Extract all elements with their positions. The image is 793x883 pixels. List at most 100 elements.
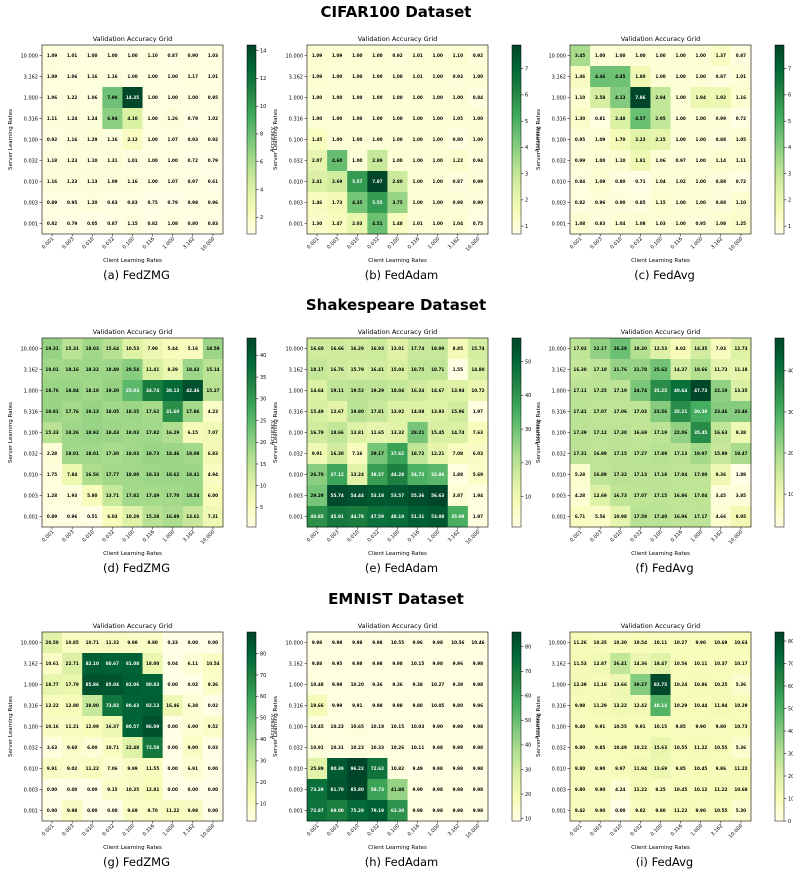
heatmap-cell <box>447 171 469 193</box>
cell-value-label: 1.00 <box>127 53 137 58</box>
heatmap-cell <box>202 171 224 193</box>
y-tick-label: 10.000 <box>549 346 567 352</box>
cell-value-label: 16.93 <box>371 346 384 351</box>
heatmap-cell <box>610 506 631 528</box>
cell-value-label: 1.01 <box>208 74 218 79</box>
heatmap-cell <box>82 45 103 67</box>
cell-value-label: 85.80 <box>351 787 364 792</box>
cell-value-label: 9.98 <box>453 766 463 771</box>
heatmap-cell <box>447 800 469 822</box>
heatmap-cell <box>367 674 388 696</box>
heatmap-cell <box>307 800 328 822</box>
heatmap-cell <box>670 108 691 130</box>
cell-value-label: 1.05 <box>453 116 463 121</box>
cell-value-label: 7.84 <box>67 472 77 477</box>
heatmap-cell <box>570 129 591 151</box>
cell-value-label: 8.95 <box>736 514 746 519</box>
heatmap-cell <box>122 464 143 486</box>
row-title-shakespeare: Shakespeare Dataset <box>306 296 486 314</box>
cell-value-label: 17.19 <box>614 388 627 393</box>
cell-value-label: 12.67 <box>331 409 344 414</box>
heatmap-cell <box>327 422 348 444</box>
heatmap-cell <box>467 422 489 444</box>
heatmap-cell <box>670 45 691 67</box>
cell-value-label: 1.01 <box>67 53 77 58</box>
heatmap-cell <box>62 716 83 738</box>
cell-value-label: 44.78 <box>351 514 364 519</box>
heatmap-cell <box>202 150 224 172</box>
cell-value-label: 9.98 <box>312 640 322 645</box>
cell-value-label: 19.52 <box>351 388 364 393</box>
heatmap-cell <box>610 485 631 507</box>
cell-value-label: 22.17 <box>594 346 607 351</box>
heatmap-cell <box>182 653 204 675</box>
cell-value-label: 1.11 <box>736 158 746 163</box>
y-axis-label: Server Learning Rates <box>8 109 14 170</box>
cell-value-label: 0.00 <box>188 640 198 645</box>
heatmap-cell <box>327 674 348 696</box>
colorbar-tick-label: 30 <box>260 759 266 765</box>
colorbar-tick-label: 3 <box>788 171 791 177</box>
cell-value-label: 1.97 <box>473 514 483 519</box>
cell-value-label: 80.39 <box>331 766 344 771</box>
heatmap-cell <box>327 338 348 360</box>
heatmap-title: Validation Accuracy Grid <box>621 328 701 336</box>
heatmap-cell <box>570 213 591 235</box>
cell-value-label: 73.82 <box>106 703 119 708</box>
cell-value-label: 9.80 <box>575 745 585 750</box>
heatmap-cell <box>102 464 123 486</box>
heatmap-cell <box>447 108 469 130</box>
colorbar-label: Accuracy <box>270 713 276 739</box>
x-tick-label: 0.001 <box>569 236 583 250</box>
heatmap-cell <box>367 443 388 465</box>
heatmap-cell <box>447 674 469 696</box>
cell-value-label: 10.11 <box>411 745 424 750</box>
cell-value-label: 0.90 <box>615 200 625 205</box>
cell-value-label: 1.25 <box>736 221 746 226</box>
heatmap-cell <box>387 716 408 738</box>
heatmap-cell <box>327 758 348 780</box>
cell-value-label: 1.16 <box>127 179 137 184</box>
heatmap-cell <box>162 632 184 654</box>
heatmap-cell <box>367 171 388 193</box>
x-tick-label: 10.000 <box>465 529 482 546</box>
colorbar-label: Accuracy <box>270 419 276 445</box>
cell-value-label: 11.22 <box>166 808 179 813</box>
heatmap-cell <box>630 66 651 88</box>
cell-value-label: 1.94 <box>473 493 483 498</box>
cell-value-label: 63.30 <box>391 808 404 813</box>
cell-value-label: 15.63 <box>654 745 667 750</box>
cell-value-label: 45.91 <box>331 514 344 519</box>
heatmap-cell <box>182 506 204 528</box>
x-axis-label: Client Learning Rates <box>103 551 162 557</box>
heatmap-cell <box>122 800 143 822</box>
heatmap-cell <box>690 87 712 109</box>
heatmap-cell <box>327 464 348 486</box>
heatmap-cell <box>182 779 204 801</box>
cell-value-label: 10.33 <box>371 745 384 750</box>
heatmap-cell <box>670 87 691 109</box>
cell-value-label: 18.43 <box>106 430 119 435</box>
cell-value-label: 16.69 <box>634 430 647 435</box>
heatmap-cell <box>387 192 408 214</box>
heatmap-cell <box>590 485 611 507</box>
heatmap-cell <box>62 359 83 381</box>
cell-value-label: 17.30 <box>614 430 627 435</box>
x-tick-label: 0.316 <box>142 236 156 250</box>
cell-value-label: 11.53 <box>573 661 586 666</box>
heatmap-cell <box>447 632 469 654</box>
cell-value-label: 1.00 <box>372 137 382 142</box>
colorbar-tick-label: 14 <box>260 48 266 54</box>
cell-value-label: 4.66 <box>716 514 726 519</box>
cell-value-label: 72.87 <box>310 808 323 813</box>
heatmap-cell <box>447 422 469 444</box>
colorbar-tick-label: 4 <box>788 145 791 151</box>
heatmap-cell <box>142 695 163 717</box>
cell-value-label: 12.87 <box>594 661 607 666</box>
cell-value-label: 18.35 <box>126 409 139 414</box>
cell-value-label: 34.74 <box>146 388 159 393</box>
colorbar-tick-label: 30 <box>260 397 266 403</box>
heatmap-cell <box>447 338 469 360</box>
heatmap-cell <box>387 45 408 67</box>
panel-caption: (b) FedAdam <box>365 268 439 282</box>
